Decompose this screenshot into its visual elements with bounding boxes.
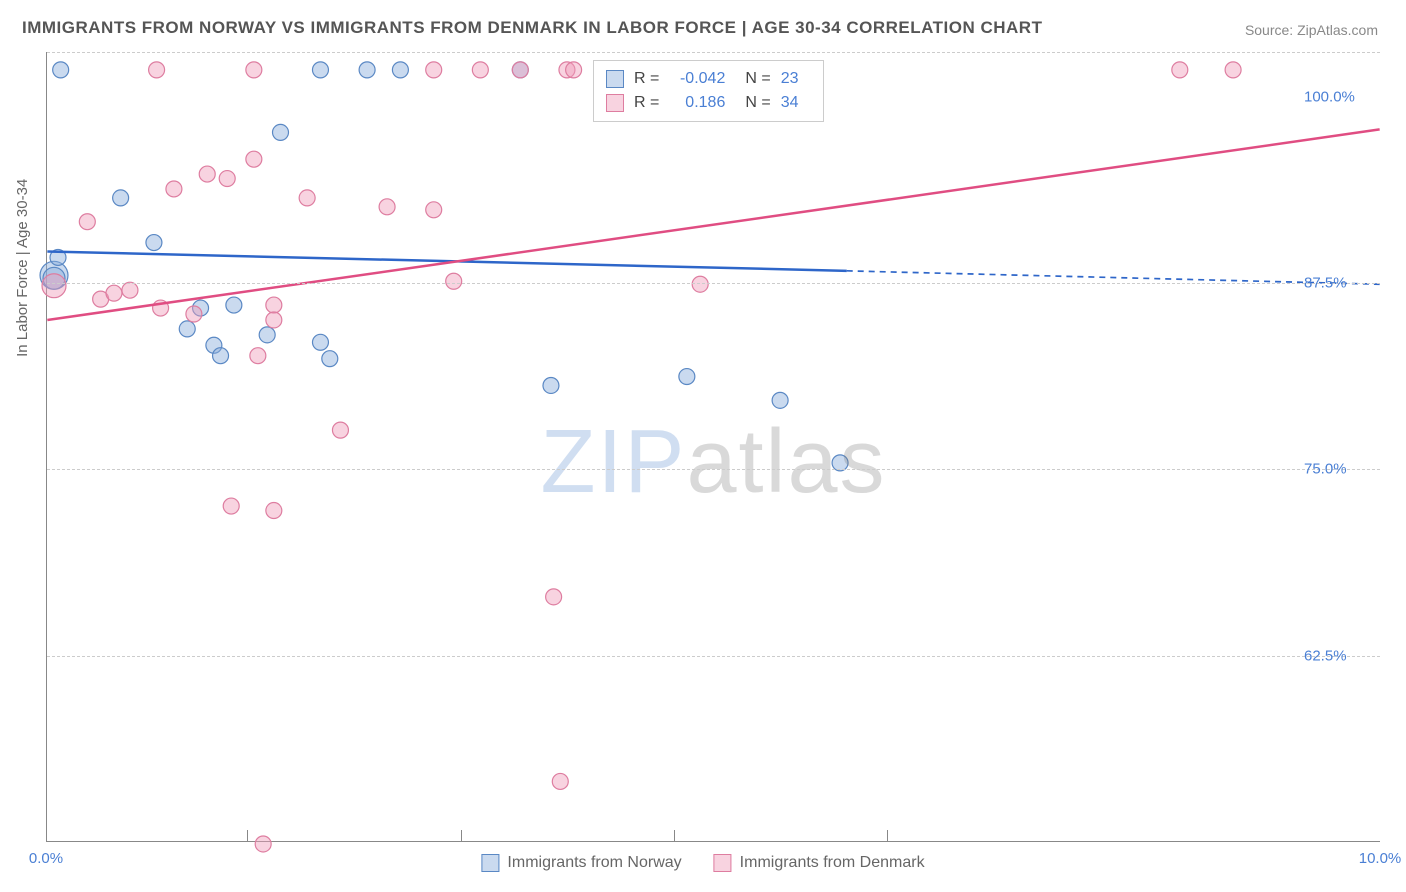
scatter-point[interactable]	[322, 351, 338, 367]
scatter-point[interactable]	[246, 151, 262, 167]
y-tick-label: 62.5%	[1304, 647, 1347, 664]
stats-r-label: R =	[634, 91, 659, 115]
legend-label: Immigrants from Denmark	[740, 854, 925, 872]
stats-r-value: 0.186	[669, 91, 725, 115]
legend-item[interactable]: Immigrants from Norway	[481, 854, 681, 872]
legend-bottom: Immigrants from Norway Immigrants from De…	[481, 854, 924, 872]
legend-swatch	[606, 94, 624, 112]
gridline-horizontal	[47, 283, 1380, 284]
scatter-point[interactable]	[426, 62, 442, 78]
tick-vertical	[247, 830, 248, 842]
scatter-point[interactable]	[392, 62, 408, 78]
legend-swatch	[714, 854, 732, 872]
chart-title: IMMIGRANTS FROM NORWAY VS IMMIGRANTS FRO…	[22, 18, 1042, 38]
stats-n-label: N =	[745, 91, 770, 115]
scatter-point[interactable]	[679, 369, 695, 385]
scatter-point[interactable]	[312, 62, 328, 78]
scatter-point[interactable]	[772, 392, 788, 408]
x-tick-label: 10.0%	[1359, 850, 1402, 867]
scatter-point[interactable]	[250, 348, 266, 364]
scatter-point[interactable]	[106, 285, 122, 301]
legend-item[interactable]: Immigrants from Denmark	[714, 854, 925, 872]
legend-swatch	[481, 854, 499, 872]
scatter-point[interactable]	[546, 589, 562, 605]
scatter-point[interactable]	[379, 199, 395, 215]
scatter-point[interactable]	[426, 202, 442, 218]
stats-n-value: 23	[781, 67, 811, 91]
stats-n-label: N =	[745, 67, 770, 91]
scatter-point[interactable]	[179, 321, 195, 337]
scatter-point[interactable]	[566, 62, 582, 78]
gridline-horizontal	[47, 52, 1380, 53]
stats-r-value: -0.042	[669, 67, 725, 91]
scatter-point[interactable]	[299, 190, 315, 206]
scatter-point[interactable]	[246, 62, 262, 78]
scatter-point[interactable]	[255, 836, 271, 852]
scatter-point[interactable]	[42, 274, 66, 298]
scatter-point[interactable]	[186, 306, 202, 322]
scatter-point[interactable]	[226, 297, 242, 313]
scatter-point[interactable]	[199, 166, 215, 182]
scatter-point[interactable]	[552, 773, 568, 789]
scatter-point[interactable]	[166, 181, 182, 197]
chart-plot-area: ZIPatlas R =-0.042N =23R =0.186N =34	[46, 52, 1380, 842]
x-tick-label: 0.0%	[29, 850, 63, 867]
gridline-horizontal	[47, 469, 1380, 470]
scatter-point[interactable]	[266, 503, 282, 519]
scatter-point[interactable]	[223, 498, 239, 514]
scatter-point[interactable]	[543, 377, 559, 393]
scatter-point[interactable]	[273, 124, 289, 140]
scatter-point[interactable]	[53, 62, 69, 78]
scatter-point[interactable]	[1172, 62, 1188, 78]
scatter-plot-svg	[47, 52, 1380, 841]
y-tick-label: 87.5%	[1304, 275, 1347, 292]
scatter-point[interactable]	[472, 62, 488, 78]
scatter-point[interactable]	[1225, 62, 1241, 78]
stats-row: R = -0.042 N = 23	[606, 67, 811, 91]
correlation-stats-box: R = -0.042 N = 23 R = 0.186 N = 34	[593, 60, 824, 122]
source-link[interactable]: Source: ZipAtlas.com	[1245, 22, 1378, 38]
scatter-point[interactable]	[266, 312, 282, 328]
stats-row: R = 0.186 N = 34	[606, 91, 811, 115]
scatter-point[interactable]	[266, 297, 282, 313]
tick-vertical	[461, 830, 462, 842]
scatter-point[interactable]	[219, 171, 235, 187]
scatter-point[interactable]	[113, 190, 129, 206]
tick-vertical	[887, 830, 888, 842]
scatter-point[interactable]	[359, 62, 375, 78]
scatter-point[interactable]	[692, 276, 708, 292]
scatter-point[interactable]	[79, 214, 95, 230]
scatter-point[interactable]	[312, 334, 328, 350]
legend-label: Immigrants from Norway	[507, 854, 681, 872]
stats-r-label: R =	[634, 67, 659, 91]
scatter-point[interactable]	[146, 235, 162, 251]
y-tick-label: 100.0%	[1304, 88, 1355, 105]
scatter-point[interactable]	[122, 282, 138, 298]
legend-swatch	[606, 70, 624, 88]
y-tick-label: 75.0%	[1304, 461, 1347, 478]
scatter-point[interactable]	[512, 62, 528, 78]
y-axis-title: In Labor Force | Age 30-34	[14, 179, 31, 357]
scatter-point[interactable]	[259, 327, 275, 343]
gridline-horizontal	[47, 656, 1380, 657]
scatter-point[interactable]	[446, 273, 462, 289]
tick-vertical	[674, 830, 675, 842]
scatter-point[interactable]	[332, 422, 348, 438]
trend-line	[47, 251, 846, 270]
stats-n-value: 34	[781, 91, 811, 115]
scatter-point[interactable]	[213, 348, 229, 364]
scatter-point[interactable]	[149, 62, 165, 78]
